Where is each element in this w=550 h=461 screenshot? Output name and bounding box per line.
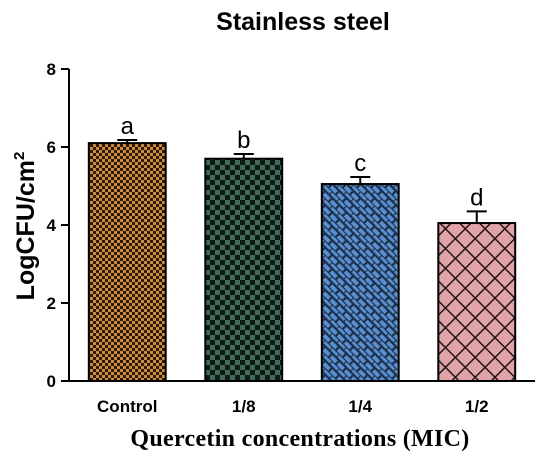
x-tick-label: 1/8 — [232, 397, 256, 416]
y-tick-label: 6 — [47, 138, 56, 157]
bar-1 — [87, 142, 167, 382]
bar-3 — [320, 183, 400, 382]
y-axis-label: LogCFU/cm2 — [11, 152, 40, 301]
significance-letter-4: d — [470, 184, 483, 211]
bar-4 — [437, 222, 517, 382]
significance-letter-3: c — [354, 150, 366, 177]
category-labels: Control 1/8 1/4 1/2 — [97, 397, 489, 416]
x-tick-label: Control — [97, 397, 157, 416]
y-tick-label: 2 — [47, 294, 56, 313]
y-tick-label: 8 — [47, 60, 56, 79]
y-tick-label: 4 — [47, 216, 57, 235]
x-axis-label: Quercetin concentrations (MIC) — [130, 426, 469, 452]
bar-2 — [204, 157, 284, 382]
chart-title: Stainless steel — [216, 8, 390, 36]
y-ticks: 0 2 4 6 8 — [47, 60, 69, 391]
x-tick-label: 1/2 — [465, 397, 489, 416]
bars: a b c d — [87, 113, 517, 382]
x-tick-label: 1/4 — [348, 397, 372, 416]
y-axis-label-superscript: 2 — [11, 152, 28, 160]
y-tick-label: 0 — [47, 372, 56, 391]
significance-letter-1: a — [121, 113, 135, 140]
y-axis-label-text: LogCFU/cm — [12, 160, 40, 300]
significance-letter-2: b — [237, 127, 250, 154]
